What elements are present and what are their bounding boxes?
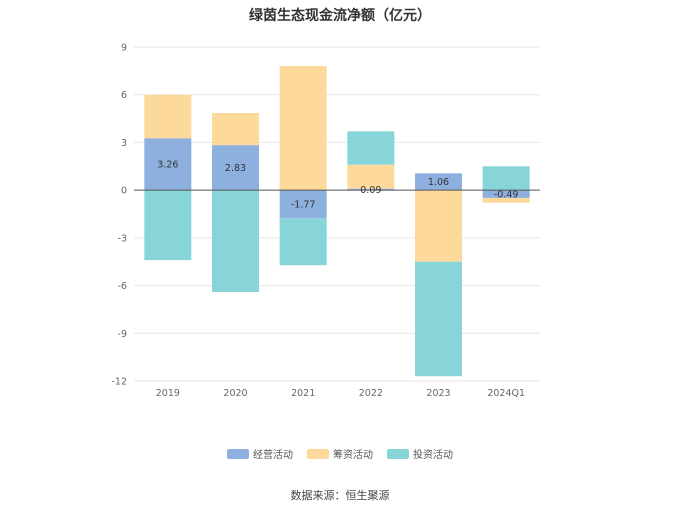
data-labels: 3.26 2.83 -1.77 0.09 1.06 -0.49 — [157, 160, 518, 211]
bar-0-0 — [144, 138, 192, 191]
bar-1-0 — [144, 94, 192, 139]
bar-1-1 — [212, 113, 259, 146]
data-label-3: 0.09 — [360, 185, 381, 196]
y-axis-ticks: 9 6 3 0 -3 -6 -9 -12 — [111, 43, 127, 388]
y-tick-label-5: -6 — [118, 281, 127, 292]
bar-0-5 — [482, 190, 530, 198]
bar-0-2 — [279, 190, 327, 219]
legend-item-0[interactable]: 经营活动 — [227, 446, 293, 461]
legend-label-1: 筹资活动 — [333, 450, 373, 461]
bar-2-2 — [279, 218, 327, 266]
legend-item-1[interactable]: 筹资活动 — [307, 446, 373, 461]
bar-0-4 — [415, 173, 462, 191]
data-label-2: -1.77 — [291, 200, 316, 211]
y-tick-label-1: 6 — [121, 90, 127, 101]
x-tick-label-2: 2021 — [291, 388, 315, 399]
y-tick-label-6: -9 — [118, 329, 127, 340]
legend-label-0: 经营活动 — [253, 450, 293, 461]
bar-1-5 — [482, 197, 530, 203]
x-axis-ticks: 2019 2020 2021 2022 2023 2024Q1 — [156, 388, 525, 399]
y-tick-label-0: 9 — [121, 43, 127, 54]
x-tick-label-3: 2022 — [359, 388, 383, 399]
data-source: 数据来源：恒生聚源 — [290, 489, 390, 502]
legend-item-2[interactable]: 投资活动 — [387, 446, 453, 461]
y-tick-label-3: 0 — [121, 186, 127, 197]
legend-label-2: 投资活动 — [413, 450, 453, 461]
data-label-0: 3.26 — [157, 160, 178, 171]
bar-2-5 — [482, 166, 530, 191]
bar-1-3 — [347, 164, 395, 189]
data-label-4: 1.06 — [428, 177, 449, 188]
bar-1-4 — [415, 190, 462, 262]
x-tick-label-4: 2023 — [426, 388, 450, 399]
bar-2-1 — [212, 190, 259, 292]
bar-2-0 — [144, 190, 192, 261]
legend: 经营活动 筹资活动 投资活动 — [0, 446, 680, 461]
y-tick-label-4: -3 — [118, 233, 127, 244]
bar-2-4 — [415, 261, 462, 377]
y-tick-label-2: 3 — [121, 138, 127, 149]
x-tick-label-5: 2024Q1 — [487, 388, 525, 399]
bar-1-2 — [279, 66, 327, 191]
grid-lines — [134, 46, 540, 382]
bars — [144, 66, 530, 377]
bar-2-3 — [347, 131, 395, 165]
legend-swatch-2 — [387, 448, 409, 459]
bar-0-3 — [347, 188, 395, 191]
x-tick-label-1: 2020 — [223, 388, 247, 399]
bar-0-1 — [212, 145, 259, 191]
y-tick-label-7: -12 — [111, 377, 127, 388]
data-label-5: -0.49 — [494, 190, 519, 201]
legend-swatch-0 — [227, 448, 249, 459]
x-tick-label-0: 2019 — [156, 388, 180, 399]
chart-title: 绿茵生态现金流净额（亿元） — [249, 8, 431, 24]
legend-swatch-1 — [307, 448, 329, 459]
data-label-1: 2.83 — [225, 163, 246, 174]
